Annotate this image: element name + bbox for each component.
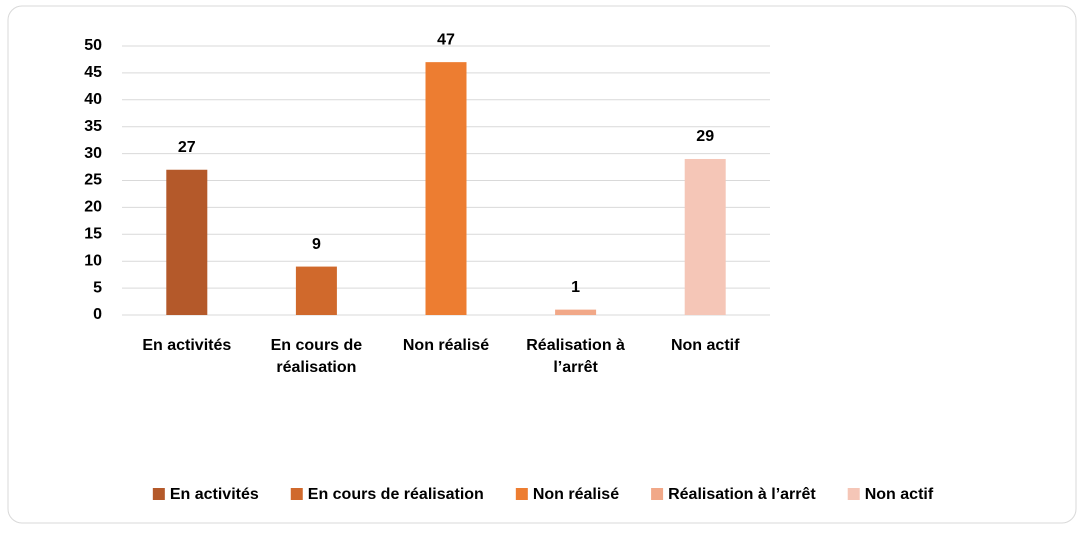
y-tick-label: 0 [93, 306, 102, 323]
legend-label: En activités [170, 486, 259, 503]
chart-frame [7, 5, 1077, 524]
x-tick-label: Non actif [671, 337, 740, 354]
y-tick-label: 10 [84, 252, 102, 269]
bar [684, 158, 726, 315]
x-tick-label: En activités [142, 337, 231, 354]
y-tick-label: 40 [84, 91, 102, 108]
x-tick-label: En cours de réalisation [271, 337, 363, 376]
legend-label: Non réalisé [533, 486, 619, 503]
value-label: 29 [696, 128, 714, 145]
y-tick-label: 5 [93, 279, 102, 296]
legend-label: Réalisation à l’arrêt [668, 486, 816, 503]
x-tick-label: Réalisation à l’arrêt [526, 337, 625, 376]
y-tick-label: 50 [84, 37, 102, 54]
bar [295, 266, 337, 315]
x-tick-label: Non réalisé [403, 337, 489, 354]
legend-swatch [290, 488, 303, 500]
legend-label: En cours de réalisation [308, 486, 484, 503]
y-tick-label: 25 [84, 172, 102, 189]
value-label: 27 [178, 139, 196, 156]
legend-swatch [847, 488, 860, 500]
legend-label: Non actif [865, 486, 934, 503]
value-label: 9 [312, 236, 321, 253]
bar [555, 309, 597, 315]
y-tick-label: 30 [84, 145, 102, 162]
y-tick-label: 20 [84, 199, 102, 216]
legend-swatch [651, 488, 664, 500]
y-tick-label: 35 [84, 118, 102, 135]
y-tick-label: 45 [84, 64, 102, 81]
bar [425, 62, 467, 315]
legend-swatch [515, 488, 528, 500]
value-label: 47 [437, 31, 455, 48]
value-label: 1 [571, 279, 580, 296]
y-tick-label: 15 [84, 226, 102, 243]
bar [166, 169, 208, 315]
legend-swatch [152, 488, 165, 500]
